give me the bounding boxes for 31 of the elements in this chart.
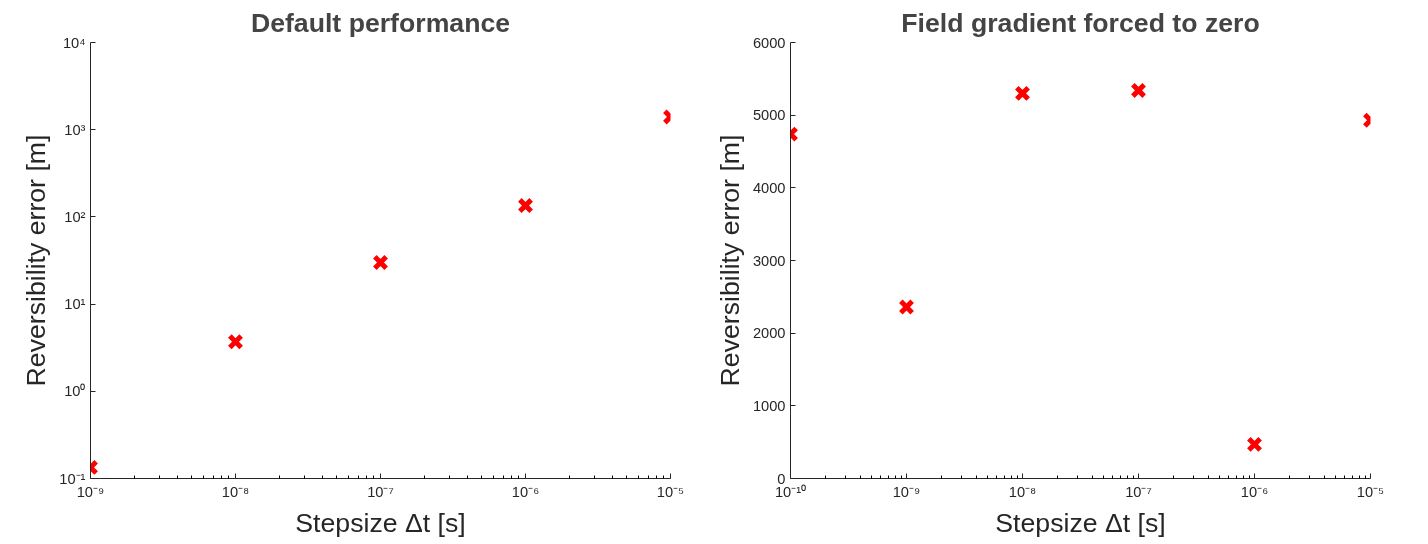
x-tick-label: 10⁻⁷ [367,483,394,500]
y-tick-label: 10¹ [64,296,86,313]
x-tick-label: 10⁻⁵ [1356,483,1385,500]
point [1014,85,1031,102]
x-tick-label: 10⁻⁷ [1125,483,1152,500]
y-tick-label: 1000 [752,397,786,414]
y-axis-title: Reversibility error [m] [21,134,52,387]
y-tick-label: 10² [64,208,86,225]
chart-title: Default performance [250,7,511,38]
y-axis-title: Reversibility error [m] [714,134,745,387]
x-axis-title: Stepsize Δt [s] [995,507,1166,538]
point [372,254,389,271]
point [227,333,244,350]
chart-title: Field gradient forced to zero [901,7,1260,38]
y-tick-label: 6000 [752,34,786,51]
x-axis-title: Stepsize Δt [s] [295,507,466,538]
x-tick-label: 10⁻⁵ [656,483,685,500]
y-tick-label: 4000 [752,179,786,196]
x-tick-label: 10⁻⁶ [1240,483,1269,500]
y-tick-label: 3000 [752,252,786,269]
x-tick-label: 10⁻⁸ [221,483,250,500]
y-tick-label: 10⁴ [62,34,86,51]
y-tick-label: 5000 [752,107,786,124]
y-tick-label: 2000 [752,325,786,342]
x-tick-label: 10⁻⁸ [1008,483,1037,500]
x-tick-label: 10⁻⁹ [892,483,921,500]
y-tick-label: 10³ [64,121,86,138]
point [1130,82,1147,99]
point [517,197,534,214]
y-tick-label: 10⁰ [64,383,86,400]
x-tick-label: 10⁻⁶ [511,483,540,500]
